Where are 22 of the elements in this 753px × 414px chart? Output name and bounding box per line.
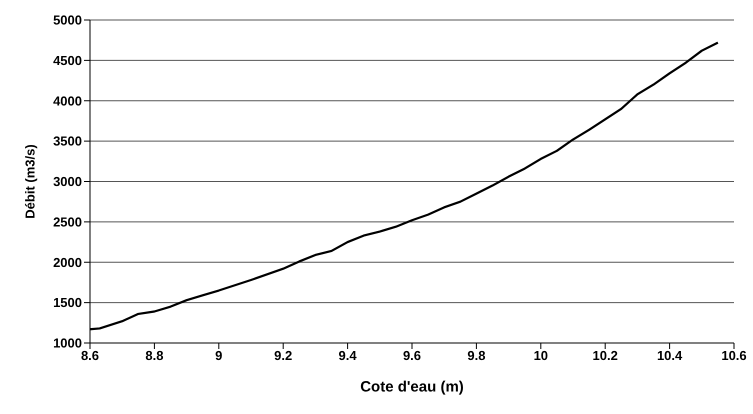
x-tick-label: 8.8 [145,348,164,364]
x-axis-title: Cote d'eau (m) [360,378,464,396]
y-tick-label: 1500 [53,295,82,310]
x-tick-label: 9.2 [274,348,292,364]
y-tick-label: 2000 [53,254,82,270]
y-tick-label: 4500 [53,52,82,68]
y-tick-label: 2500 [53,214,82,230]
x-tick-label: 9.6 [402,348,422,364]
x-tick-label: 9.8 [467,348,486,364]
x-tick-label: 10 [534,348,548,364]
x-tick-label: 10.2 [592,348,618,364]
y-tick-label: 3500 [53,134,82,149]
y-tick-label: 1000 [53,336,82,351]
y-axis-title: Débit (m3/s) [22,144,38,219]
x-tick-label: 10.6 [721,348,747,364]
x-tick-label: 9 [215,348,222,364]
y-tick-label: 4000 [53,93,82,108]
y-tick-label: 5000 [53,12,82,28]
y-tick-label: 3000 [53,174,82,190]
x-tick-label: 9.4 [338,348,358,364]
x-tick-label: 8.6 [80,348,100,364]
x-tick-label: 10.4 [656,348,684,364]
